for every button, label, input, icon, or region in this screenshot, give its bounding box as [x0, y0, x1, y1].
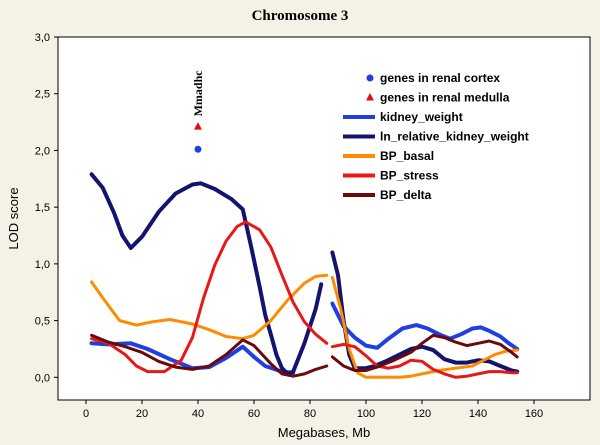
- marker-renal-cortex-gene: [194, 145, 202, 153]
- ticks-layer: 0 20 40 60 80 100 120 140 160 0,0 0,5 1,0 1,5 2,0 2,5 3…: [35, 32, 543, 420]
- legend-label: genes in renal medulla: [380, 91, 510, 105]
- series-line-bp-basal: [330, 276, 519, 379]
- y-tick-label: 1,5: [35, 202, 50, 214]
- y-tick-label: 1,0: [35, 259, 50, 271]
- legend-label: BP_delta: [380, 188, 432, 202]
- x-tick-label: 120: [413, 408, 431, 420]
- y-tick-label: 0,0: [35, 372, 50, 384]
- gene-annotation-mmadhc: Mmadhc: [191, 70, 205, 117]
- x-tick-label: 60: [248, 408, 260, 420]
- series-line-bp-stress: [90, 220, 329, 374]
- legend-triangle-icon: [366, 93, 374, 101]
- legend-label: BP_stress: [380, 169, 439, 183]
- marker-layer: [194, 122, 202, 153]
- x-tick-label: 20: [136, 408, 148, 420]
- series-line-bp-delta: [90, 333, 329, 378]
- x-tick-label: 40: [192, 408, 204, 420]
- legend-label: BP_basal: [380, 149, 434, 163]
- series-line-kidney-weight: [330, 301, 520, 351]
- legend-label: ln_relative_kidney_weight: [380, 130, 529, 144]
- x-tick-label: 140: [469, 408, 487, 420]
- y-tick-label: 2,0: [35, 145, 50, 157]
- y-tick-label: 2,5: [35, 89, 50, 101]
- y-axis-label: LOD score: [6, 187, 21, 249]
- x-axis-label: Megabases, Mb: [278, 425, 371, 440]
- x-tick-label: 80: [304, 408, 316, 420]
- y-tick-label: 3,0: [35, 32, 50, 44]
- legend: genes in renal cortex genes in renal medu…: [343, 71, 529, 202]
- series-layer: [89, 172, 520, 379]
- legend-label: kidney_weight: [380, 110, 463, 124]
- marker-renal-medulla-gene: [194, 122, 202, 130]
- legend-circle-icon: [366, 74, 374, 82]
- x-tick-label: 160: [525, 408, 543, 420]
- x-tick-label: 100: [357, 408, 375, 420]
- series-line-bp-stress: [330, 342, 519, 379]
- series-line-bp-delta: [330, 333, 519, 372]
- chart-title: Chromosome 3: [252, 8, 349, 24]
- legend-label: genes in renal cortex: [380, 71, 500, 85]
- x-tick-label: 0: [83, 408, 89, 420]
- y-tick-label: 0,5: [35, 316, 50, 328]
- series-line-bp-basal: [90, 273, 329, 341]
- series-line-ln-relative-kidney-weight: [89, 172, 324, 376]
